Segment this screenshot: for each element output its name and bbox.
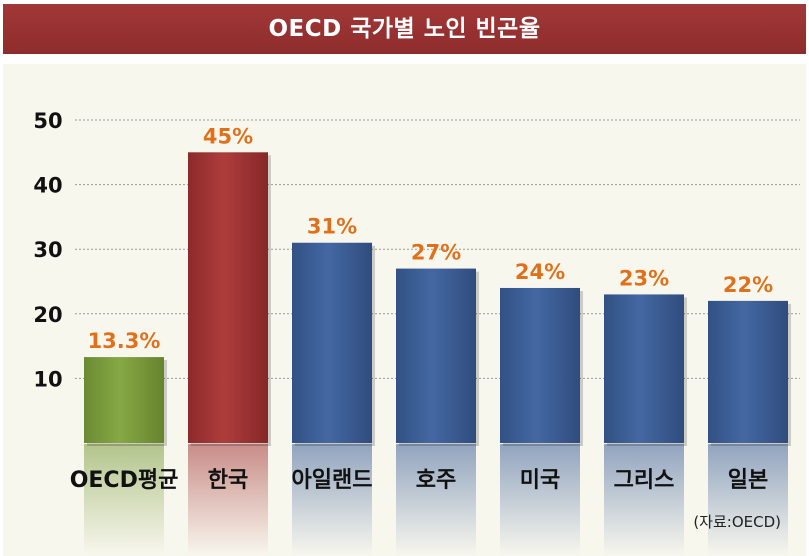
y-tick-label: 40 (33, 174, 62, 198)
bar-reflection (84, 444, 164, 556)
y-axis-ticks: 10 20 30 40 50 (33, 109, 62, 391)
value-label: 13.3% (88, 329, 161, 353)
bar-아일랜드 (292, 242, 372, 443)
y-tick-label: 10 (33, 367, 62, 391)
bar-한국 (188, 152, 268, 444)
value-label: 22% (723, 273, 773, 297)
bar-일본 (708, 300, 788, 443)
category-label: 일본 (728, 468, 768, 493)
bar-reflection (292, 444, 372, 556)
y-tick-label: 20 (33, 303, 62, 327)
bar-미국 (500, 287, 580, 443)
value-label: 31% (307, 215, 357, 239)
bar-reflection (708, 444, 788, 556)
category-labels: OECD평균 한국 아일랜드 호주 미국 그리스 일본 (70, 468, 769, 493)
category-label: 그리스 (614, 468, 675, 493)
title-banner: OECD 국가별 노인 빈곤율 (3, 4, 806, 54)
source-note: (자료:OECD) (693, 513, 781, 531)
bar-OECD평균 (84, 357, 164, 443)
value-label: 27% (411, 241, 461, 265)
value-labels: 13.3% 45% 31% 27% 24% 23% 22% (87, 124, 773, 353)
category-label: OECD평균 (70, 468, 179, 493)
value-label: 24% (515, 260, 565, 284)
chart-title: OECD 국가별 노인 빈곤율 (268, 16, 541, 42)
bar-reflection (604, 444, 684, 556)
category-label: 호주 (416, 468, 456, 493)
category-label: 한국 (208, 468, 248, 493)
bar-reflection (188, 444, 268, 556)
bar-호주 (396, 268, 476, 443)
y-tick-label: 30 (33, 238, 62, 262)
category-label: 미국 (520, 468, 560, 493)
bar-reflection (500, 444, 580, 556)
y-tick-label: 50 (33, 109, 62, 133)
value-label: 45% (203, 124, 253, 148)
category-label: 아일랜드 (292, 468, 373, 493)
bar-그리스 (604, 294, 684, 443)
bars (84, 152, 791, 556)
bar-reflection (396, 444, 476, 556)
value-label: 23% (619, 266, 669, 290)
